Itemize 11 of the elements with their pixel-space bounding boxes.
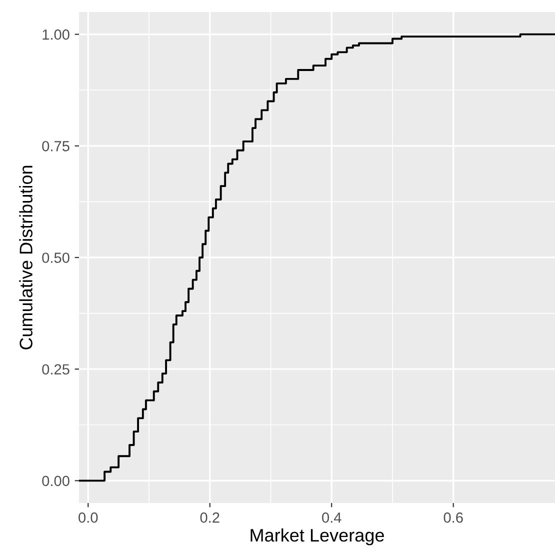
x-tick-label: 0.4: [322, 512, 342, 523]
y-tick-label: 0.00: [42, 476, 70, 486]
y-tick-label: 0.25: [42, 364, 70, 375]
y-axis-title: Cumulative Distribution: [19, 166, 32, 350]
x-tick-label: 0.0: [78, 512, 98, 523]
y-tick-label: 1.00: [42, 29, 70, 40]
x-tick-label: 0.6: [444, 512, 463, 523]
y-tick-label: 0.50: [42, 252, 70, 263]
x-axis-title: Market Leverage: [250, 528, 384, 546]
x-tick-label: 0.2: [200, 512, 220, 523]
y-tick-label: 0.75: [42, 141, 70, 152]
